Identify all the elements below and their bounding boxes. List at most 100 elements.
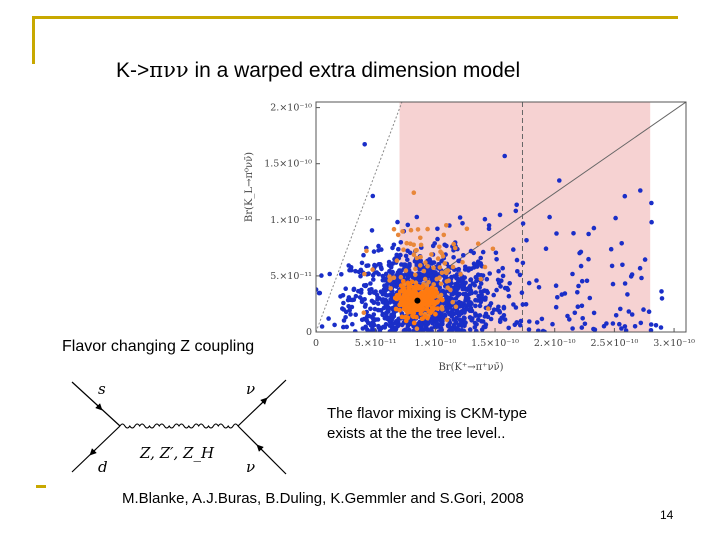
scatter-point-blue (344, 324, 349, 330)
scatter-point-blue (449, 292, 454, 297)
scatter-point-blue (369, 228, 375, 233)
scatter-point-blue (639, 275, 644, 281)
decorative-bottom-mark (36, 485, 46, 488)
scatter-point-blue (433, 270, 438, 275)
scatter-point-blue (403, 253, 409, 259)
scatter-point-blue (443, 306, 449, 311)
scatter-point-blue (608, 246, 614, 252)
scatter-point-orange (429, 252, 434, 257)
y-axis-label: Br(K_L→π⁰νν̄) (244, 152, 255, 222)
scatter-point-orange (434, 276, 440, 282)
scatter-point-blue (468, 305, 474, 311)
scatter-point-blue (659, 296, 665, 301)
scatter-point-blue (363, 302, 368, 307)
scatter-point-blue (391, 312, 396, 317)
scatter-point-blue (632, 324, 638, 329)
scatter-point-orange (414, 255, 420, 261)
scatter-point-blue (579, 278, 585, 284)
scatter-point-blue (477, 285, 482, 290)
x-tick-label: 0 (313, 338, 319, 349)
scatter-point-orange (448, 287, 453, 293)
scatter-point-blue (447, 299, 452, 305)
scatter-point-orange (391, 275, 397, 280)
scatter-point-blue (554, 231, 559, 236)
label-propagator: Z, Z′, Z_H (139, 444, 215, 462)
scatter-point-orange (411, 190, 417, 195)
sm-cluster-point (416, 303, 421, 308)
scatter-point-orange (439, 270, 445, 276)
scatter-point-blue (346, 304, 351, 309)
scatter-point-blue (372, 300, 377, 305)
scatter-point-blue (648, 328, 654, 332)
scatter-point-blue (319, 324, 325, 329)
scatter-point-blue (373, 289, 378, 294)
scatter-point-orange (441, 232, 447, 238)
scatter-point-blue (388, 264, 394, 269)
x-axis-label: Br(K⁺→π⁺νν̄) (438, 362, 503, 373)
scatter-point-blue (506, 325, 512, 331)
scatter-point-blue (405, 222, 411, 228)
sm-cluster-point (405, 315, 411, 321)
scatter-point-blue (375, 296, 380, 302)
sm-cluster-point (425, 315, 430, 321)
scatter-point-orange (395, 232, 401, 238)
scatter-point-blue (617, 321, 622, 327)
scatter-point-blue (468, 277, 473, 283)
sm-cluster-point (411, 320, 417, 326)
scatter-point-blue (436, 314, 441, 320)
scatter-point-blue (473, 311, 478, 316)
scatter-point-blue (586, 231, 591, 237)
scatter-point-blue (463, 264, 468, 270)
scatter-point-blue (470, 281, 476, 286)
sm-cluster-point (399, 314, 405, 320)
scatter-point-blue (376, 323, 381, 329)
scatter-point-blue (327, 271, 332, 277)
scatter-point-blue (468, 248, 474, 254)
scatter-point-orange (460, 260, 465, 265)
scatter-point-blue (534, 278, 539, 283)
scatter-point-blue (483, 322, 489, 327)
scatter-point-orange (414, 326, 420, 331)
scatter-point-blue (351, 297, 357, 302)
scatter-point-blue (369, 320, 375, 326)
scatter-point-blue (368, 306, 373, 312)
scatter-plot: 0 5.×10⁻¹¹ 1.×10⁻¹⁰ 1.5×10⁻¹⁰ 2.×10⁻¹⁰ 2.5×10… (244, 101, 695, 373)
scatter-point-blue (443, 293, 448, 299)
scatter-point-blue (575, 304, 581, 309)
scatter-point-blue (398, 240, 404, 245)
z-propagator (119, 423, 239, 429)
scatter-point-blue (513, 208, 519, 214)
scatter-point-orange (444, 223, 449, 228)
scatter-point-blue (368, 329, 373, 332)
scatter-point-orange (400, 229, 405, 234)
scatter-point-blue (550, 321, 555, 327)
scatter-point-blue (446, 264, 452, 270)
scatter-point-blue (398, 269, 404, 274)
scatter-point-blue (613, 215, 618, 221)
scatter-point-blue (341, 307, 346, 312)
sm-cluster-point (413, 314, 419, 320)
scatter-point-blue (520, 302, 526, 307)
sm-cluster-point (430, 286, 436, 292)
scatter-point-orange (453, 304, 459, 310)
scatter-point-blue (518, 322, 523, 328)
grossman-nir-bound (316, 102, 403, 332)
scatter-point-blue (485, 290, 490, 296)
scatter-point-blue (519, 290, 525, 295)
title-greek: πνν (149, 58, 189, 82)
scatter-point-blue (477, 313, 483, 318)
scatter-point-blue (287, 293, 292, 298)
scatter-point-blue (389, 306, 395, 311)
scatter-point-orange (439, 304, 445, 310)
y-tick-label: 0 (306, 327, 312, 338)
scatter-point-orange (444, 317, 450, 323)
scatter-point-blue (389, 327, 395, 332)
scatter-point-blue (592, 327, 598, 332)
scatter-point-blue (584, 278, 590, 284)
neutrino-line-bottom-arrow (256, 444, 265, 453)
x-tick-label: 1.×10⁻¹⁰ (414, 338, 456, 349)
scatter-point-blue (629, 312, 635, 317)
scatter-point-blue (341, 318, 347, 323)
scatter-point-blue (319, 273, 324, 278)
scatter-point-blue (441, 273, 447, 279)
